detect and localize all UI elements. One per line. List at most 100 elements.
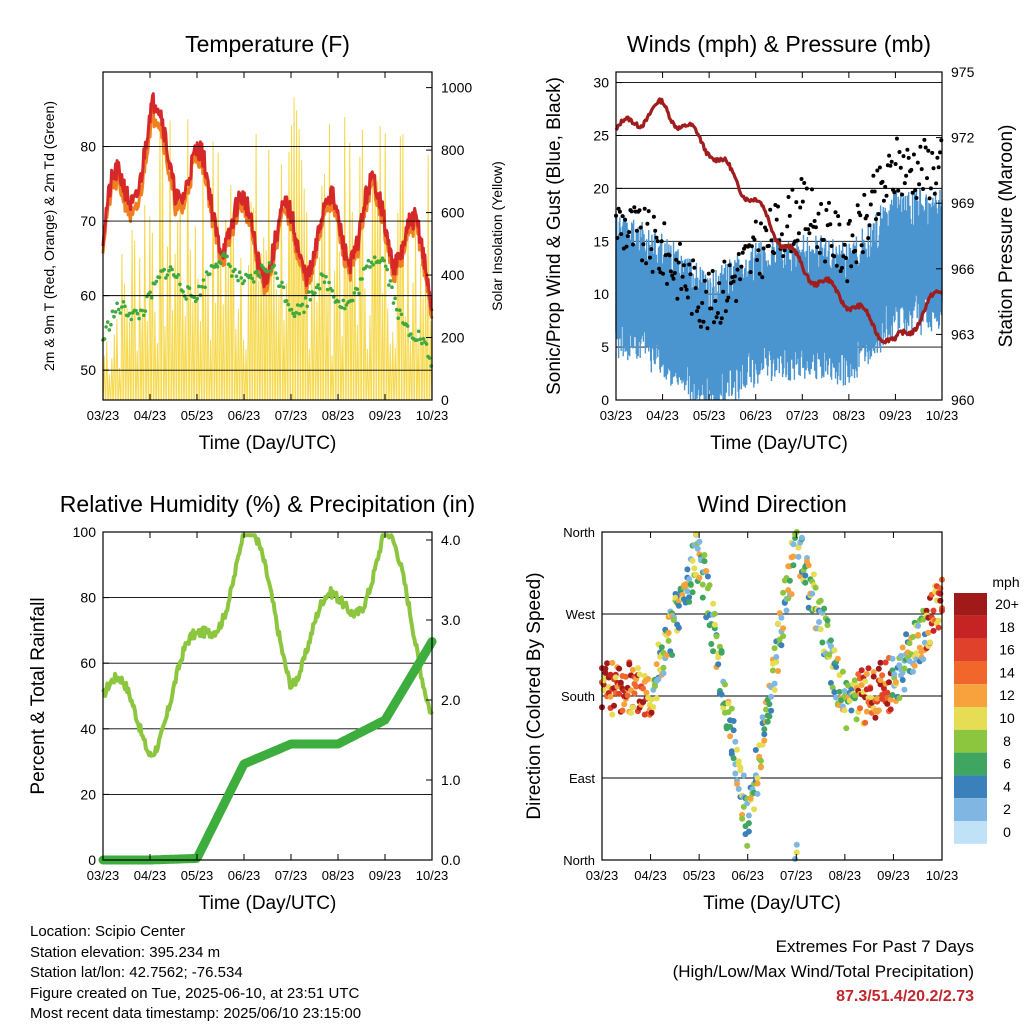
dewpoint-point: [330, 289, 335, 293]
dewpoint-point: [366, 258, 371, 263]
gust-point: [842, 242, 847, 247]
gust-point: [687, 262, 692, 267]
y-tick-label: North: [563, 525, 595, 540]
y-tick-label: 40: [80, 721, 96, 737]
gust-point: [670, 273, 675, 278]
station-latlon: Station lat/lon: 42.7562; -76.534: [30, 964, 243, 981]
direction-point: [604, 660, 611, 667]
direction-point: [752, 747, 759, 753]
gust-point: [674, 257, 679, 262]
x-axis-label: Time (Day/UTC): [199, 893, 337, 914]
dewpoint-point: [149, 295, 154, 300]
panel-title: Winds (mph) & Pressure (mb): [627, 31, 931, 57]
dewpoint-point: [393, 296, 397, 301]
direction-point: [887, 696, 894, 703]
direction-point: [612, 674, 619, 681]
dewpoint-point: [385, 267, 390, 272]
station-info: Location: Scipio Center Station elevatio…: [30, 922, 361, 1025]
dewpoint-point: [222, 251, 226, 256]
y-tick-label: 100: [73, 524, 97, 540]
y2-tick-label: 0.0: [441, 852, 461, 868]
gust-point: [617, 209, 622, 214]
gust-point: [665, 281, 669, 286]
gust-point: [880, 179, 885, 184]
gust-point: [832, 254, 837, 259]
dewpoint-point: [137, 316, 141, 321]
direction-point: [650, 704, 657, 711]
direction-point: [710, 648, 717, 655]
dewpoint-point: [398, 308, 402, 313]
gust-point: [691, 258, 696, 263]
gust-point: [712, 320, 716, 325]
direction-point: [812, 584, 819, 591]
dewpoint-point: [275, 276, 280, 281]
direction-point: [877, 681, 884, 688]
solar-insolation-series: [102, 97, 433, 401]
dewpoint-point: [237, 270, 242, 275]
precipitation-series: [98, 637, 437, 865]
gust-point: [795, 238, 800, 243]
gust-point: [662, 221, 667, 226]
direction-point: [766, 701, 773, 708]
direction-point: [870, 673, 877, 680]
x-tick-label: 07/23: [786, 408, 819, 423]
direction-point: [764, 718, 771, 725]
gust-point: [627, 230, 632, 235]
x-axis-label: Time (Day/UTC): [710, 433, 848, 454]
direction-point: [617, 679, 624, 686]
x-tick-label: 10/23: [926, 408, 959, 423]
gust-point: [631, 242, 635, 247]
gust-point: [914, 196, 919, 200]
y-tick-label: North: [563, 853, 595, 868]
gust-point: [888, 163, 893, 168]
direction-point: [682, 581, 689, 588]
gust-point: [698, 324, 703, 329]
dewpoint-point: [305, 304, 310, 309]
gust-point: [844, 256, 848, 260]
direction-point: [768, 693, 775, 700]
direction-point: [783, 607, 790, 614]
dewpoint-point: [350, 298, 355, 303]
direction-point: [761, 731, 768, 738]
dewpoint-point: [365, 264, 369, 269]
gust-point: [858, 213, 863, 218]
gust-point: [810, 187, 814, 192]
y-tick-label: 60: [80, 288, 96, 304]
direction-point: [795, 544, 802, 551]
gust-point: [706, 271, 711, 276]
direction-point: [901, 665, 908, 672]
direction-point: [915, 631, 922, 638]
dewpoint-point: [382, 258, 386, 263]
gust-point: [718, 320, 723, 325]
y2-tick-label: 3.0: [441, 612, 461, 628]
gust-point: [648, 255, 652, 260]
gust-point: [787, 213, 792, 218]
direction-point: [745, 820, 752, 827]
gust-point: [700, 301, 705, 305]
gust-point: [757, 271, 762, 276]
dewpoint-point: [327, 280, 331, 285]
x-tick-label: 06/23: [739, 408, 772, 423]
direction-point: [901, 686, 908, 693]
gust-point: [702, 278, 707, 283]
direction-point: [773, 654, 780, 660]
y2-tick-label: 4.0: [441, 532, 461, 548]
direction-point: [766, 713, 773, 720]
gust-point: [740, 250, 745, 255]
direction-point: [899, 677, 906, 683]
dewpoint-point: [343, 306, 347, 311]
x-tick-label: 09/23: [879, 408, 912, 423]
x-tick-label: 09/23: [369, 408, 402, 423]
gust-point: [918, 144, 923, 149]
gust-point: [824, 208, 829, 212]
dewpoint-point: [105, 320, 110, 324]
y-axis-label: Sonic/Prop Wind & Gust (Blue, Black): [544, 77, 565, 395]
direction-point: [910, 633, 916, 640]
direction-point: [865, 665, 872, 672]
gust-point: [738, 277, 743, 282]
gust-point: [823, 259, 828, 264]
direction-point: [727, 733, 734, 740]
direction-point: [653, 695, 660, 702]
gust-point: [815, 245, 820, 250]
